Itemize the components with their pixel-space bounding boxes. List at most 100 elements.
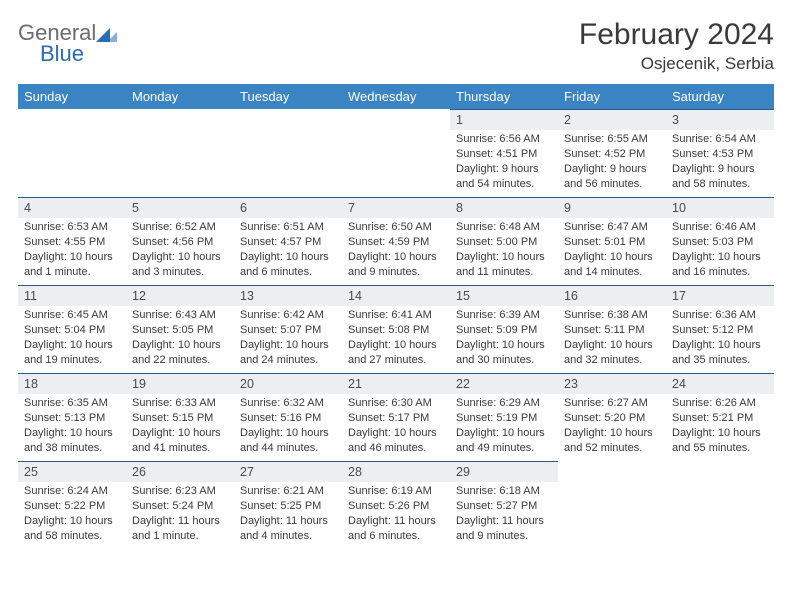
location-label: Osjecenik, Serbia (579, 54, 774, 74)
day-number: 24 (666, 373, 774, 394)
calendar-week-row: 1Sunrise: 6:56 AMSunset: 4:51 PMDaylight… (18, 109, 774, 197)
empty-day (234, 109, 342, 130)
calendar-day-cell: 16Sunrise: 6:38 AMSunset: 5:11 PMDayligh… (558, 285, 666, 373)
day-details: Sunrise: 6:26 AMSunset: 5:21 PMDaylight:… (666, 394, 774, 459)
calendar-day-cell (234, 109, 342, 197)
calendar-day-cell: 8Sunrise: 6:48 AMSunset: 5:00 PMDaylight… (450, 197, 558, 285)
calendar-day-cell (666, 461, 774, 549)
calendar-day-cell: 27Sunrise: 6:21 AMSunset: 5:25 PMDayligh… (234, 461, 342, 549)
weekday-header-row: SundayMondayTuesdayWednesdayThursdayFrid… (18, 84, 774, 109)
day-number: 16 (558, 285, 666, 306)
day-details: Sunrise: 6:24 AMSunset: 5:22 PMDaylight:… (18, 482, 126, 547)
calendar-day-cell: 28Sunrise: 6:19 AMSunset: 5:26 PMDayligh… (342, 461, 450, 549)
calendar-day-cell: 7Sunrise: 6:50 AMSunset: 4:59 PMDaylight… (342, 197, 450, 285)
calendar-day-cell: 23Sunrise: 6:27 AMSunset: 5:20 PMDayligh… (558, 373, 666, 461)
day-details: Sunrise: 6:38 AMSunset: 5:11 PMDaylight:… (558, 306, 666, 371)
triangle-icon (107, 32, 117, 42)
day-details: Sunrise: 6:35 AMSunset: 5:13 PMDaylight:… (18, 394, 126, 459)
calendar-day-cell: 1Sunrise: 6:56 AMSunset: 4:51 PMDaylight… (450, 109, 558, 197)
day-number: 7 (342, 197, 450, 218)
calendar-day-cell (342, 109, 450, 197)
calendar-day-cell: 24Sunrise: 6:26 AMSunset: 5:21 PMDayligh… (666, 373, 774, 461)
calendar-day-cell: 20Sunrise: 6:32 AMSunset: 5:16 PMDayligh… (234, 373, 342, 461)
calendar-day-cell (18, 109, 126, 197)
day-details: Sunrise: 6:52 AMSunset: 4:56 PMDaylight:… (126, 218, 234, 283)
calendar-week-row: 18Sunrise: 6:35 AMSunset: 5:13 PMDayligh… (18, 373, 774, 461)
weekday-header: Friday (558, 84, 666, 109)
day-number: 18 (18, 373, 126, 394)
day-details: Sunrise: 6:27 AMSunset: 5:20 PMDaylight:… (558, 394, 666, 459)
day-number: 26 (126, 461, 234, 482)
day-details: Sunrise: 6:53 AMSunset: 4:55 PMDaylight:… (18, 218, 126, 283)
calendar-day-cell: 10Sunrise: 6:46 AMSunset: 5:03 PMDayligh… (666, 197, 774, 285)
day-number: 12 (126, 285, 234, 306)
day-details: Sunrise: 6:55 AMSunset: 4:52 PMDaylight:… (558, 130, 666, 195)
calendar-table: SundayMondayTuesdayWednesdayThursdayFrid… (18, 84, 774, 549)
day-number: 25 (18, 461, 126, 482)
day-details: Sunrise: 6:19 AMSunset: 5:26 PMDaylight:… (342, 482, 450, 547)
weekday-header: Sunday (18, 84, 126, 109)
header: General Blue February 2024 Osjecenik, Se… (18, 18, 774, 74)
day-number: 13 (234, 285, 342, 306)
day-number: 9 (558, 197, 666, 218)
calendar-day-cell: 11Sunrise: 6:45 AMSunset: 5:04 PMDayligh… (18, 285, 126, 373)
weekday-header: Tuesday (234, 84, 342, 109)
calendar-day-cell: 26Sunrise: 6:23 AMSunset: 5:24 PMDayligh… (126, 461, 234, 549)
day-details: Sunrise: 6:33 AMSunset: 5:15 PMDaylight:… (126, 394, 234, 459)
calendar-day-cell: 5Sunrise: 6:52 AMSunset: 4:56 PMDaylight… (126, 197, 234, 285)
day-number: 17 (666, 285, 774, 306)
day-number: 14 (342, 285, 450, 306)
day-number: 1 (450, 109, 558, 130)
day-details: Sunrise: 6:45 AMSunset: 5:04 PMDaylight:… (18, 306, 126, 371)
day-number: 5 (126, 197, 234, 218)
empty-day (558, 461, 666, 482)
day-details: Sunrise: 6:43 AMSunset: 5:05 PMDaylight:… (126, 306, 234, 371)
day-number: 23 (558, 373, 666, 394)
empty-day (666, 461, 774, 482)
calendar-day-cell: 25Sunrise: 6:24 AMSunset: 5:22 PMDayligh… (18, 461, 126, 549)
brand-logo: General Blue (18, 18, 117, 67)
calendar-week-row: 11Sunrise: 6:45 AMSunset: 5:04 PMDayligh… (18, 285, 774, 373)
calendar-day-cell: 15Sunrise: 6:39 AMSunset: 5:09 PMDayligh… (450, 285, 558, 373)
weekday-header: Wednesday (342, 84, 450, 109)
day-number: 6 (234, 197, 342, 218)
calendar-day-cell: 17Sunrise: 6:36 AMSunset: 5:12 PMDayligh… (666, 285, 774, 373)
day-details: Sunrise: 6:21 AMSunset: 5:25 PMDaylight:… (234, 482, 342, 547)
day-details: Sunrise: 6:36 AMSunset: 5:12 PMDaylight:… (666, 306, 774, 371)
day-number: 20 (234, 373, 342, 394)
day-number: 15 (450, 285, 558, 306)
day-details: Sunrise: 6:46 AMSunset: 5:03 PMDaylight:… (666, 218, 774, 283)
day-number: 2 (558, 109, 666, 130)
calendar-day-cell: 18Sunrise: 6:35 AMSunset: 5:13 PMDayligh… (18, 373, 126, 461)
calendar-day-cell: 9Sunrise: 6:47 AMSunset: 5:01 PMDaylight… (558, 197, 666, 285)
day-number: 28 (342, 461, 450, 482)
day-details: Sunrise: 6:56 AMSunset: 4:51 PMDaylight:… (450, 130, 558, 195)
day-details: Sunrise: 6:41 AMSunset: 5:08 PMDaylight:… (342, 306, 450, 371)
calendar-day-cell: 2Sunrise: 6:55 AMSunset: 4:52 PMDaylight… (558, 109, 666, 197)
brand-name-2: Blue (40, 41, 84, 67)
day-details: Sunrise: 6:39 AMSunset: 5:09 PMDaylight:… (450, 306, 558, 371)
day-details: Sunrise: 6:32 AMSunset: 5:16 PMDaylight:… (234, 394, 342, 459)
calendar-day-cell: 13Sunrise: 6:42 AMSunset: 5:07 PMDayligh… (234, 285, 342, 373)
weekday-header: Thursday (450, 84, 558, 109)
day-details: Sunrise: 6:50 AMSunset: 4:59 PMDaylight:… (342, 218, 450, 283)
day-number: 22 (450, 373, 558, 394)
day-details: Sunrise: 6:54 AMSunset: 4:53 PMDaylight:… (666, 130, 774, 195)
day-details: Sunrise: 6:29 AMSunset: 5:19 PMDaylight:… (450, 394, 558, 459)
day-number: 10 (666, 197, 774, 218)
calendar-week-row: 25Sunrise: 6:24 AMSunset: 5:22 PMDayligh… (18, 461, 774, 549)
calendar-day-cell: 14Sunrise: 6:41 AMSunset: 5:08 PMDayligh… (342, 285, 450, 373)
weekday-header: Monday (126, 84, 234, 109)
day-number: 19 (126, 373, 234, 394)
calendar-day-cell: 6Sunrise: 6:51 AMSunset: 4:57 PMDaylight… (234, 197, 342, 285)
day-details: Sunrise: 6:23 AMSunset: 5:24 PMDaylight:… (126, 482, 234, 547)
calendar-day-cell: 19Sunrise: 6:33 AMSunset: 5:15 PMDayligh… (126, 373, 234, 461)
day-number: 21 (342, 373, 450, 394)
day-number: 4 (18, 197, 126, 218)
day-details: Sunrise: 6:47 AMSunset: 5:01 PMDaylight:… (558, 218, 666, 283)
calendar-day-cell: 29Sunrise: 6:18 AMSunset: 5:27 PMDayligh… (450, 461, 558, 549)
calendar-day-cell (126, 109, 234, 197)
day-number: 8 (450, 197, 558, 218)
calendar-day-cell: 12Sunrise: 6:43 AMSunset: 5:05 PMDayligh… (126, 285, 234, 373)
day-details: Sunrise: 6:42 AMSunset: 5:07 PMDaylight:… (234, 306, 342, 371)
